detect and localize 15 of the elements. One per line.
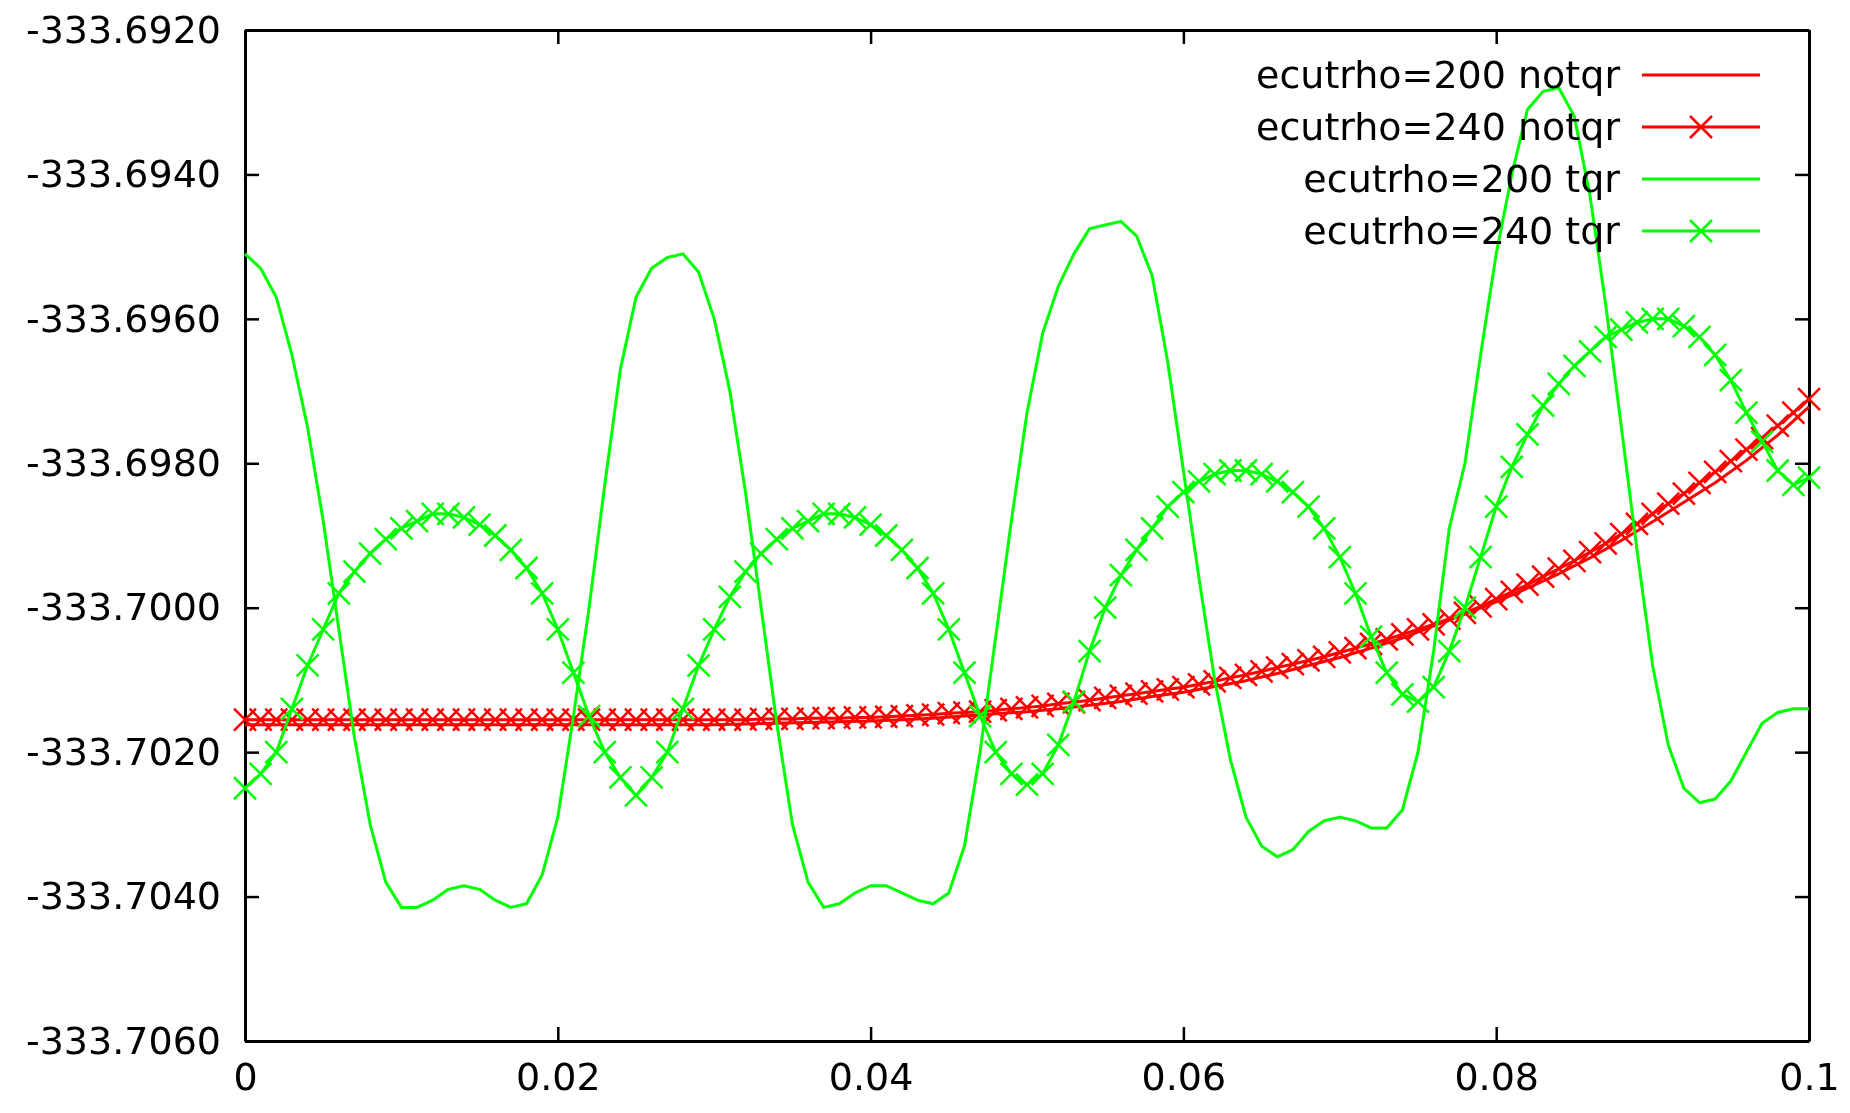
y-tick-label: -333.6980 <box>25 440 221 485</box>
x-tick-label: 0.02 <box>516 1054 601 1099</box>
y-tick-label: -333.7000 <box>25 585 221 630</box>
y-tick-label: -333.7060 <box>25 1018 221 1063</box>
x-tick-label: 0.08 <box>1454 1054 1539 1099</box>
x-tick-label: 0.1 <box>1779 1054 1840 1099</box>
y-tick-label: -333.7040 <box>25 874 221 919</box>
y-tick-label: -333.6920 <box>25 7 221 52</box>
legend-label: ecutrho=200 notqr <box>1256 53 1621 98</box>
y-tick-label: -333.6940 <box>25 152 221 197</box>
y-tick-label: -333.7020 <box>25 729 221 774</box>
x-tick-label: 0.04 <box>828 1054 914 1099</box>
y-tick-label: -333.6960 <box>25 296 221 341</box>
x-tick-label: 0.06 <box>1141 1054 1227 1099</box>
x-tick-label: 0 <box>233 1054 258 1099</box>
